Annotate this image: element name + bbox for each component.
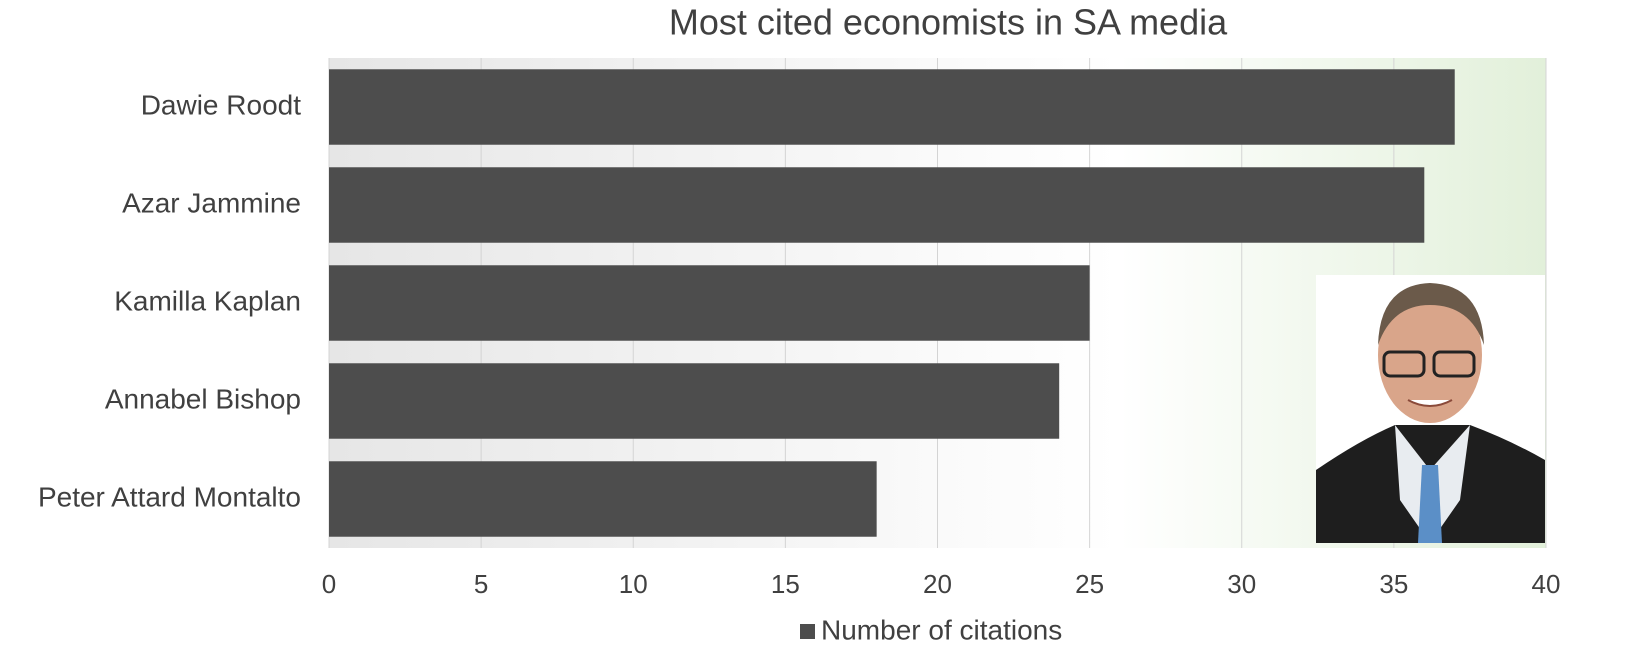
x-tick-label: 20 — [923, 569, 952, 599]
y-tick-label: Dawie Roodt — [141, 89, 302, 120]
x-tick-label: 25 — [1075, 569, 1104, 599]
bar — [329, 363, 1060, 439]
x-tick-label: 30 — [1227, 569, 1256, 599]
y-tick-label: Annabel Bishop — [105, 383, 301, 414]
x-tick-label: 10 — [619, 569, 648, 599]
legend-swatch — [800, 624, 815, 639]
bar — [329, 167, 1425, 243]
bar — [329, 461, 877, 537]
x-tick-label: 35 — [1379, 569, 1408, 599]
y-tick-label: Kamilla Kaplan — [114, 285, 301, 316]
legend-label: Number of citations — [821, 614, 1062, 645]
x-tick-label: 15 — [771, 569, 800, 599]
chart-title: Most cited economists in SA media — [669, 2, 1228, 43]
x-tick-label: 5 — [474, 569, 488, 599]
bar — [329, 69, 1455, 145]
photo — [1316, 275, 1545, 543]
y-tick-label: Azar Jammine — [122, 187, 301, 218]
x-tick-label: 40 — [1532, 569, 1561, 599]
bars — [329, 69, 1455, 537]
y-tick-label: Peter Attard Montalto — [38, 481, 301, 512]
bar — [329, 265, 1090, 341]
x-tick-label: 0 — [322, 569, 336, 599]
